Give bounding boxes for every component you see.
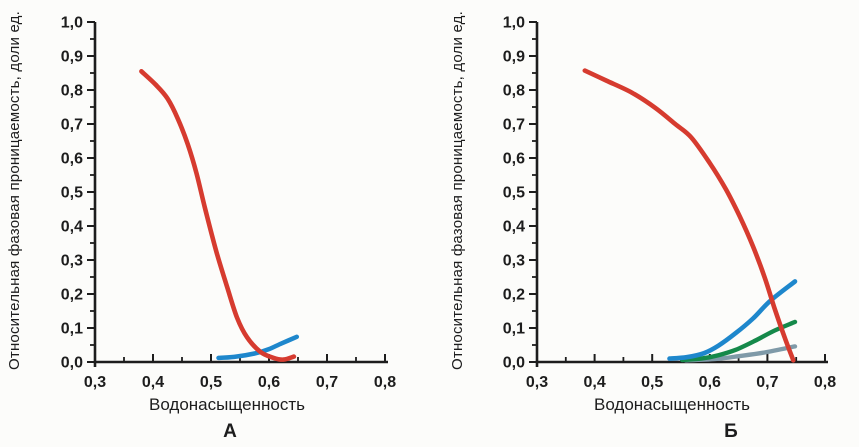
chart-a: Относительная фазовая проницаемость, дол… — [6, 11, 396, 442]
y-tick-label: 0,1 — [61, 321, 83, 338]
green-curve — [680, 319, 798, 363]
y-tick-label: 0,9 — [61, 49, 83, 66]
y-tick-label: 0,8 — [503, 83, 525, 100]
blue-curve — [667, 279, 798, 361]
y-tick-label: 0,5 — [61, 185, 83, 202]
y-tick-label: 0,2 — [61, 287, 83, 304]
y-tick-label: 0,4 — [61, 219, 83, 236]
x-tick-label: 0,5 — [641, 374, 663, 391]
y-tick-label: 0,4 — [503, 219, 525, 236]
y-tick-label: 0,0 — [61, 355, 83, 372]
y-tick-label: 0,7 — [61, 117, 83, 134]
y-tick-label: 0,2 — [503, 287, 525, 304]
y-tick-label: 0,9 — [503, 49, 525, 66]
x-tick-label: 0,3 — [526, 374, 548, 391]
x-tick-label: 0,4 — [583, 374, 605, 391]
plot-area-a: 0,0 0,1 0,2 0,3 0,4 0,5 0,6 0,7 0,8 0,9 1,0 0,3 0,4 0… — [61, 15, 396, 392]
y-tick-label: 0,7 — [503, 117, 525, 134]
y-tick-label: 0,6 — [503, 151, 525, 168]
chart-letter-b: Б — [724, 421, 738, 442]
x-axis-title: Водонасыщенность — [149, 395, 305, 414]
y-tick-label: 0,6 — [61, 151, 83, 168]
red-curve — [582, 68, 796, 363]
x-tick-label: 0,7 — [756, 374, 778, 391]
x-tick-label: 0,7 — [316, 374, 338, 391]
y-tick-label: 0,5 — [503, 185, 525, 202]
y-tick-label: 0,3 — [503, 253, 525, 270]
x-tick-label: 0,6 — [699, 374, 721, 391]
x-tick-label: 0,4 — [142, 374, 164, 391]
y-tick-label: 0,3 — [61, 253, 83, 270]
x-tick-label: 0,6 — [258, 374, 280, 391]
x-tick-label: 0,3 — [84, 374, 106, 391]
y-tick-label: 0,1 — [503, 321, 525, 338]
y-tick-label: 1,0 — [503, 15, 525, 32]
x-axis-title: Водонасыщенность — [594, 395, 750, 414]
chart-b: Относительная фазовая проницаемость, дол… — [430, 0, 859, 447]
y-tick-label: 0,0 — [503, 355, 525, 372]
plot-area-b: 0,0 0,1 0,2 0,3 0,4 0,5 0,6 0,7 0,8 0,9 1,0 0,3 0,4 0… — [503, 15, 836, 392]
red-curve — [139, 69, 297, 362]
x-tick-label: 0,8 — [814, 374, 836, 391]
y-tick-label: 0,8 — [61, 83, 83, 100]
x-tick-label: 0,5 — [200, 374, 222, 391]
x-tick-label: 0,8 — [374, 374, 396, 391]
chart-letter-a: А — [223, 421, 237, 442]
y-tick-label: 1,0 — [61, 15, 83, 32]
